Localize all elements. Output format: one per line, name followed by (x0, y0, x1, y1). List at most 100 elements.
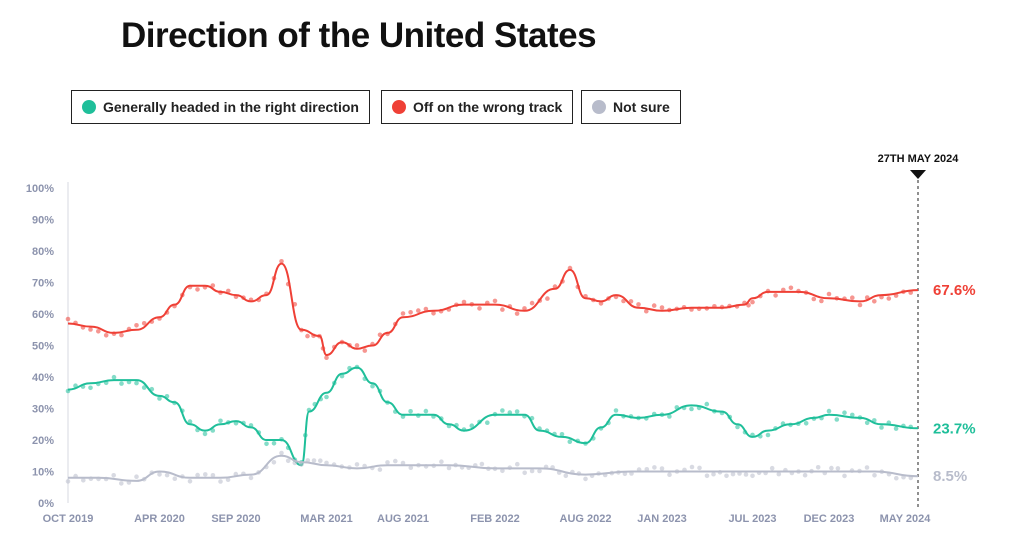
poll-dot (285, 458, 291, 464)
y-tick-label: 80% (32, 246, 54, 258)
poll-dot (279, 259, 284, 264)
poll-dot (318, 458, 323, 464)
poll-dot (164, 472, 170, 478)
series-line (67, 262, 919, 356)
poll-dot (659, 466, 665, 471)
x-tick-label: OCT 2019 (43, 513, 94, 525)
poll-dot (362, 348, 368, 353)
poll-dot (479, 461, 485, 467)
y-tick-label: 20% (32, 435, 54, 447)
poll-dot (872, 473, 877, 478)
poll-dot (385, 460, 390, 465)
poll-dot (264, 441, 269, 447)
poll-dot (65, 479, 71, 484)
poll-dot (724, 473, 729, 479)
poll-dot (279, 450, 284, 456)
legend-item-wrong-track[interactable]: Off on the wrong track (381, 90, 574, 124)
poll-dot (514, 409, 520, 414)
poll-dot (743, 472, 749, 477)
poll-dot (408, 310, 413, 315)
poll-dot (545, 296, 550, 301)
poll-dot (773, 293, 778, 298)
poll-dot (879, 425, 884, 430)
poll-dot (765, 432, 771, 438)
series-end-label: 23.7% (933, 420, 976, 437)
poll-dot (704, 401, 710, 407)
poll-dot (370, 383, 375, 389)
x-tick-label: DEC 2023 (804, 513, 855, 525)
poll-dot (659, 305, 665, 310)
legend-label-wrong-track: Off on the wrong track (413, 99, 563, 115)
legend-item-not-sure[interactable]: Not sure (581, 90, 681, 124)
poll-dot (416, 308, 421, 313)
series-line (67, 366, 919, 467)
poll-dot (134, 474, 139, 480)
poll-dot (195, 472, 200, 478)
poll-dot (377, 467, 383, 472)
poll-dot (651, 303, 657, 308)
poll-dot (704, 473, 710, 479)
poll-dot (652, 465, 657, 470)
poll-dot (850, 412, 855, 418)
poll-dot (829, 465, 834, 471)
poll-dot (776, 471, 782, 477)
poll-dot (88, 385, 93, 391)
poll-dot (203, 472, 208, 477)
poll-dot (408, 465, 414, 471)
poll-dot (324, 394, 329, 400)
poll-dot (850, 295, 855, 300)
poll-dot (628, 299, 634, 304)
poll-dot (689, 406, 694, 412)
poll-dot (96, 329, 101, 334)
poll-dot (141, 321, 147, 326)
x-tick-label: JUL 2023 (728, 513, 776, 525)
poll-dot (563, 473, 569, 479)
poll-dot (446, 465, 452, 471)
legend-item-right-direction[interactable]: Generally headed in the right direction (71, 90, 370, 124)
poll-dot (500, 468, 505, 474)
poll-dot (750, 299, 755, 305)
poll-dot (515, 461, 520, 467)
poll-dot (157, 472, 162, 477)
poll-dot (815, 465, 821, 470)
poll-dot (311, 458, 317, 463)
poll-dot (842, 410, 847, 416)
poll-dot (894, 475, 899, 481)
poll-dot (835, 466, 841, 471)
poll-dot (248, 475, 254, 481)
poll-dot (529, 468, 535, 474)
poll-dot (872, 299, 877, 304)
poll-dot (157, 396, 162, 401)
poll-dot (172, 476, 178, 482)
poll-dot (492, 298, 498, 304)
poll-dot (689, 464, 695, 470)
poll-dot (423, 408, 429, 414)
poll-dot (636, 302, 641, 307)
poll-dot (225, 477, 231, 483)
poll-dot (431, 311, 436, 316)
y-tick-label: 50% (32, 341, 54, 353)
poll-dot (507, 410, 513, 415)
poll-dot (81, 478, 86, 483)
legend-swatch-wrong-track (392, 100, 406, 114)
poll-dot (88, 327, 93, 332)
poll-dot (500, 307, 505, 312)
y-tick-label: 10% (32, 467, 54, 479)
poll-dot (423, 306, 429, 312)
y-tick-label: 40% (32, 372, 54, 384)
poll-dot (271, 441, 277, 446)
poll-dot (559, 432, 565, 437)
poll-dot (788, 285, 794, 291)
y-tick-label: 90% (32, 215, 54, 227)
poll-dot (187, 419, 193, 424)
poll-dot (567, 439, 573, 445)
x-tick-label: MAR 2021 (300, 513, 353, 525)
poll-dot (537, 468, 542, 474)
poll-dot (202, 431, 208, 437)
poll-dot (667, 414, 672, 419)
poll-dot (187, 479, 193, 484)
poll-dot (711, 471, 716, 477)
poll-dot (111, 374, 117, 380)
poll-dot (210, 283, 216, 288)
poll-dot (644, 308, 649, 314)
